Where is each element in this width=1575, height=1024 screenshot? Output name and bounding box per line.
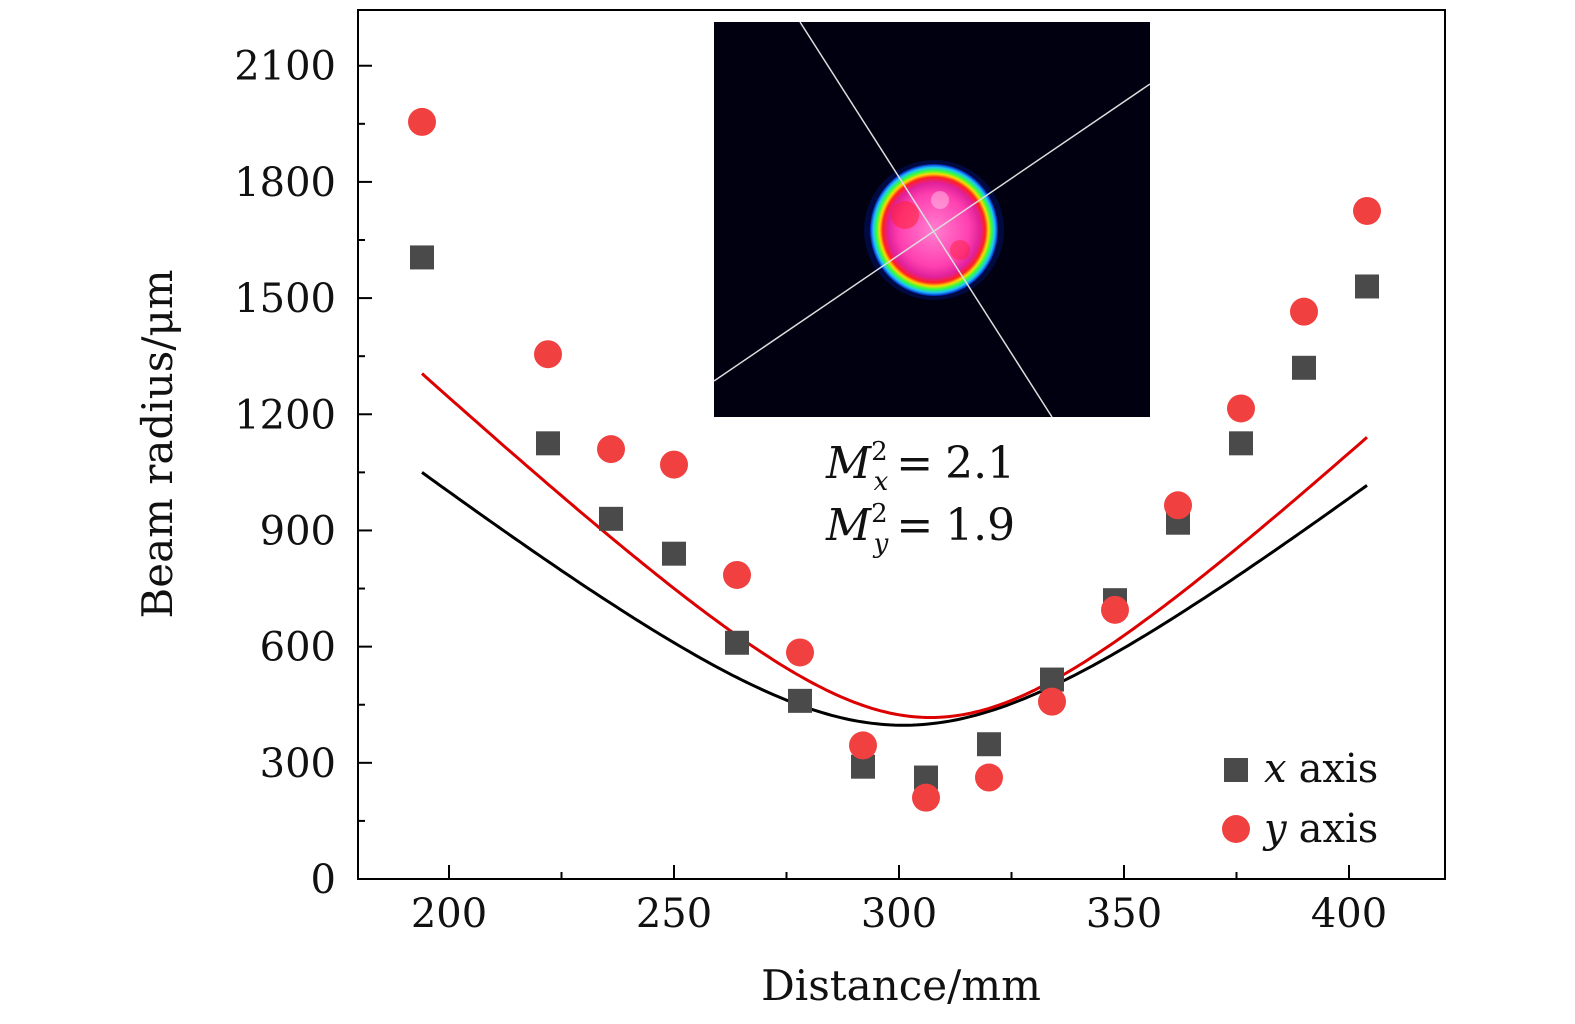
point-x	[1292, 355, 1316, 380]
y-tick-label: 900	[260, 508, 336, 554]
x-tick-label: 350	[1086, 891, 1162, 937]
point-x	[1355, 274, 1379, 299]
point-x	[1040, 667, 1064, 692]
point-x	[1229, 431, 1253, 456]
x-tick-label: 200	[411, 891, 487, 937]
point-x	[536, 431, 560, 456]
y-tick-label: 1200	[234, 392, 336, 438]
beam-spot	[870, 164, 998, 296]
point-x	[725, 630, 749, 655]
fit-curves	[420, 372, 1368, 727]
y-tick-label: 1500	[234, 276, 336, 322]
m2-annotations: M2 x = 2.1 M2 y = 1.9	[825, 437, 1015, 559]
point-x	[662, 541, 686, 566]
data-markers	[408, 107, 1381, 812]
x-axis-title: Distance/mm	[761, 961, 1041, 1010]
x-tick-label: 300	[861, 891, 937, 937]
point-x	[410, 245, 434, 270]
beam-hotspot	[950, 240, 970, 260]
y-tick-label: 2100	[234, 44, 336, 90]
point-y	[1353, 196, 1381, 225]
y-axis-ticks: 0 300 600 900 1200 1500 1800 2100	[234, 44, 372, 903]
point-y	[534, 340, 562, 369]
legend-marker-y	[1222, 815, 1250, 843]
point-y	[849, 731, 877, 760]
x-tick-label: 250	[636, 891, 712, 937]
fit-curve-y	[420, 372, 1368, 719]
point-y	[786, 638, 814, 667]
legend-label-y: y axis	[1262, 806, 1378, 852]
point-y	[408, 107, 436, 136]
y-tick-label: 0	[311, 857, 336, 903]
point-y	[1038, 687, 1066, 716]
fit-curve-x	[421, 471, 1368, 727]
m2-x-annotation: M2 x = 2.1	[825, 437, 1015, 497]
crosshair-line	[799, 22, 1053, 417]
y-tick-label: 1800	[234, 160, 336, 206]
y-axis-title: Beam radius/μm	[133, 269, 182, 618]
point-x	[977, 732, 1001, 757]
point-y	[660, 450, 688, 479]
beam-hotspot	[931, 191, 949, 209]
x-axis-ticks: 200 250 300 350 400	[411, 865, 1387, 937]
x-tick-label: 400	[1311, 891, 1387, 937]
beam-hotspot	[891, 201, 919, 229]
crosshair-line	[714, 83, 1150, 382]
point-x	[599, 506, 623, 531]
beam-inset-image	[714, 22, 1150, 417]
y-tick-label: 600	[260, 625, 336, 671]
point-y	[723, 560, 751, 589]
point-y	[1290, 297, 1318, 326]
point-y	[1227, 394, 1255, 423]
legend-marker-x	[1224, 758, 1248, 782]
point-y	[1101, 595, 1129, 624]
m2-y-annotation: M2 y = 1.9	[825, 499, 1015, 559]
point-y	[912, 783, 940, 812]
legend: x axis y axis	[1222, 746, 1378, 852]
y-tick-label: 300	[260, 741, 336, 787]
point-y	[597, 435, 625, 464]
point-y	[1164, 491, 1192, 520]
point-x	[788, 688, 812, 713]
point-y	[975, 763, 1003, 792]
legend-label-x: x axis	[1264, 746, 1378, 792]
plot-frame	[357, 9, 1446, 880]
